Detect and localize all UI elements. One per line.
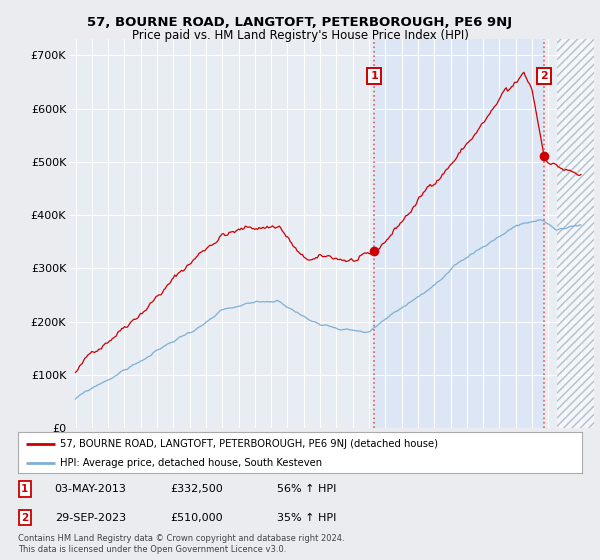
Text: Contains HM Land Registry data © Crown copyright and database right 2024.
This d: Contains HM Land Registry data © Crown c…	[18, 534, 344, 554]
Text: £510,000: £510,000	[170, 513, 223, 523]
Bar	[374, 39, 544, 428]
Text: 56% ↑ HPI: 56% ↑ HPI	[277, 484, 337, 494]
Text: HPI: Average price, detached house, South Kesteven: HPI: Average price, detached house, Sout…	[60, 458, 322, 468]
Text: Price paid vs. HM Land Registry's House Price Index (HPI): Price paid vs. HM Land Registry's House …	[131, 29, 469, 42]
Text: 2: 2	[541, 71, 548, 81]
Text: 1: 1	[371, 71, 378, 81]
Text: £332,500: £332,500	[170, 484, 223, 494]
Text: 57, BOURNE ROAD, LANGTOFT, PETERBOROUGH, PE6 9NJ: 57, BOURNE ROAD, LANGTOFT, PETERBOROUGH,…	[88, 16, 512, 29]
Text: 03-MAY-2013: 03-MAY-2013	[55, 484, 127, 494]
Text: 1: 1	[21, 484, 28, 494]
Text: 57, BOURNE ROAD, LANGTOFT, PETERBOROUGH, PE6 9NJ (detached house): 57, BOURNE ROAD, LANGTOFT, PETERBOROUGH,…	[60, 439, 438, 449]
Bar	[557, 39, 600, 428]
Text: 29-SEP-2023: 29-SEP-2023	[55, 513, 126, 523]
Text: 35% ↑ HPI: 35% ↑ HPI	[277, 513, 337, 523]
Bar	[557, 39, 600, 428]
Text: 2: 2	[21, 513, 28, 523]
